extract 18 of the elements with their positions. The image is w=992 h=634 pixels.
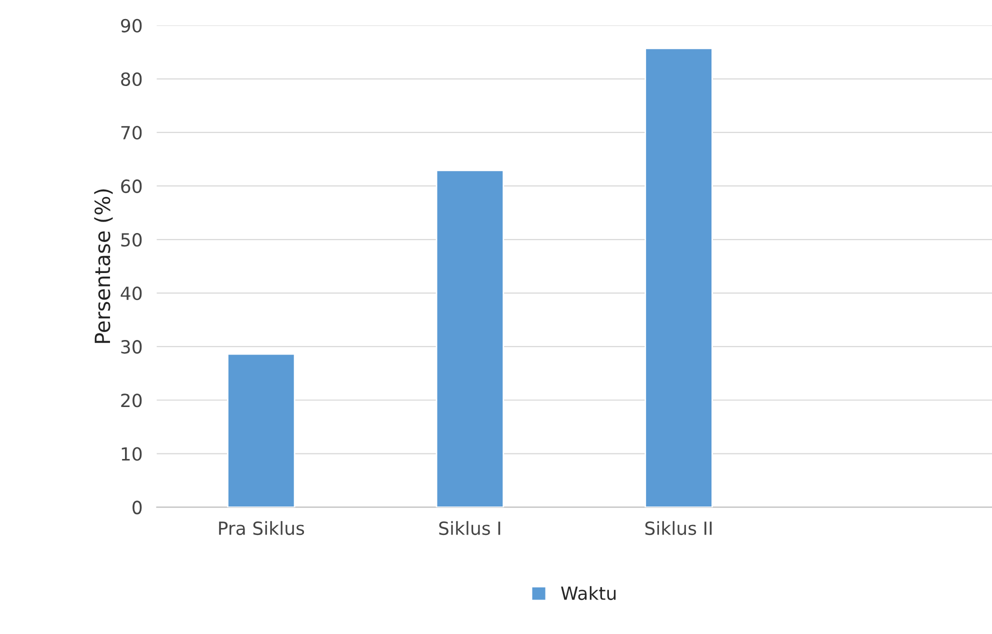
- x-tick-label: Siklus II: [645, 521, 712, 536]
- y-axis-title: Persentase (%): [94, 189, 113, 343]
- y-tick-label: 70: [121, 126, 142, 140]
- bar: [227, 353, 296, 508]
- y-tick-label: 60: [121, 179, 142, 194]
- y-tick-label: 40: [120, 286, 142, 300]
- x-tick-label: Pra Siklus: [219, 521, 304, 536]
- y-tick-label: 20: [121, 394, 142, 408]
- y-tick-label: 30: [121, 340, 142, 354]
- y-tick-label: 50: [121, 232, 142, 247]
- y-tick-label: 10: [122, 447, 142, 461]
- y-tick-label: 90: [121, 18, 142, 32]
- y-tick-label: 0: [132, 500, 142, 514]
- legend-label: Waktu: [561, 586, 616, 600]
- bar: [644, 48, 713, 508]
- bar: [436, 170, 504, 508]
- y-tick-label: 80: [121, 72, 142, 86]
- x-tick-label: Siklus I: [439, 521, 500, 536]
